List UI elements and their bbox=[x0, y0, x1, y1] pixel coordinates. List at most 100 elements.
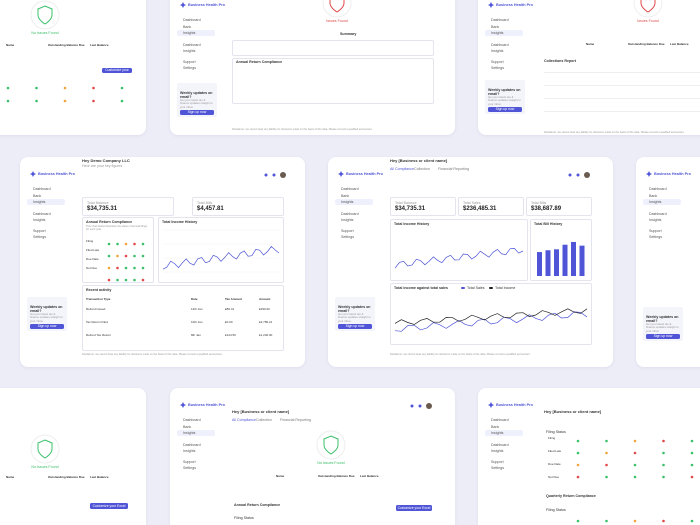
income-chart-panel: Total Income History bbox=[390, 219, 528, 281]
nav-item[interactable]: Bank bbox=[491, 24, 500, 29]
nav-item[interactable]: Dashboard bbox=[341, 211, 359, 216]
table-header: Last Balance bbox=[90, 43, 109, 47]
nav-item[interactable]: Support bbox=[491, 59, 504, 64]
status-dot bbox=[576, 451, 580, 455]
tab[interactable]: All Compliance bbox=[232, 418, 256, 422]
stat-value: $236,485.31 bbox=[463, 206, 497, 212]
nav-item[interactable]: Support bbox=[649, 228, 662, 233]
table-header: Tax Amount bbox=[225, 297, 242, 301]
nav-item[interactable]: Insights bbox=[491, 49, 504, 53]
nav-item[interactable]: Settings bbox=[183, 466, 196, 470]
excel-button[interactable]: Customize your Excel bbox=[396, 505, 432, 511]
table-row bbox=[544, 85, 700, 86]
table-header: Outstanding Balance Due bbox=[48, 43, 85, 47]
logo-star bbox=[488, 2, 494, 8]
shield-ring bbox=[30, 434, 60, 464]
promo-button[interactable]: Sign up now bbox=[30, 324, 64, 329]
table-cell: 8th Jan bbox=[191, 333, 201, 337]
nav-item[interactable]: Dashboard bbox=[33, 211, 51, 216]
logo-star bbox=[488, 402, 494, 408]
promo-button[interactable]: Sign up now bbox=[488, 107, 522, 112]
nav-item[interactable]: Insights bbox=[491, 431, 504, 435]
nav-item[interactable]: Support bbox=[183, 459, 196, 464]
excel-button[interactable]: Customize your Excel bbox=[90, 503, 128, 509]
nav-item[interactable]: Support bbox=[491, 459, 504, 464]
nav-item[interactable]: Insights bbox=[183, 31, 196, 35]
nav-item[interactable]: Dashboard bbox=[649, 187, 667, 191]
table-header: Outstanding Balance Due bbox=[48, 475, 85, 479]
logo-star bbox=[646, 171, 652, 177]
status-text: No Issues Found bbox=[31, 31, 59, 35]
logo-star bbox=[338, 171, 344, 177]
status-dot bbox=[116, 266, 119, 270]
nav-item[interactable]: Support bbox=[341, 228, 354, 233]
tab[interactable]: Collection bbox=[256, 418, 272, 422]
summary-panel bbox=[232, 40, 434, 56]
tab[interactable]: Financial Reporting bbox=[438, 167, 469, 171]
filing-dots bbox=[107, 242, 145, 282]
nav-item[interactable]: Settings bbox=[649, 235, 662, 239]
nav-item[interactable]: Settings bbox=[491, 466, 504, 470]
bill-chart-panel: Total Bill History bbox=[530, 219, 592, 281]
card: Business Health Pro Dashboard Bank Insights… bbox=[20, 157, 305, 367]
nav-item[interactable]: Dashboard bbox=[341, 187, 359, 191]
status-dot bbox=[662, 451, 665, 455]
tab[interactable]: Collection bbox=[414, 167, 430, 171]
nav-item[interactable]: Settings bbox=[491, 66, 504, 70]
nav-item[interactable]: Insights bbox=[183, 431, 196, 435]
nav-item[interactable]: Insights bbox=[183, 49, 196, 53]
shield-ring bbox=[633, 0, 663, 18]
nav-item[interactable]: Insights bbox=[341, 218, 354, 222]
nav-item[interactable]: Dashboard bbox=[491, 18, 509, 22]
nav-item[interactable]: Insights bbox=[649, 218, 662, 222]
nav-item[interactable]: Dashboard bbox=[183, 42, 201, 47]
nav-item[interactable]: Bank bbox=[33, 193, 42, 198]
legend-swatch bbox=[461, 287, 465, 289]
nav-item[interactable]: Insights bbox=[33, 200, 46, 204]
status-dot bbox=[662, 475, 665, 479]
promo-button[interactable]: Sign up now bbox=[180, 110, 214, 115]
table-header: Name bbox=[6, 43, 15, 47]
table-header: Name bbox=[586, 42, 595, 46]
nav-item[interactable]: Settings bbox=[341, 235, 354, 239]
nav-item[interactable]: Insights bbox=[33, 218, 46, 222]
tab[interactable]: Financial Reporting bbox=[280, 418, 311, 422]
nav-item[interactable]: Dashboard bbox=[33, 187, 51, 191]
status-dot bbox=[605, 439, 608, 443]
status-dot bbox=[690, 519, 694, 523]
status-dot bbox=[662, 463, 665, 467]
nav-item[interactable]: Dashboard bbox=[491, 42, 509, 47]
nav-item[interactable]: Settings bbox=[183, 66, 196, 70]
nav-item[interactable]: Insights bbox=[491, 449, 504, 453]
nav-item[interactable]: Insights bbox=[649, 200, 662, 204]
tab[interactable]: All Compliance bbox=[390, 167, 414, 171]
nav-item[interactable]: Bank bbox=[341, 193, 350, 198]
nav-item[interactable]: Dashboard bbox=[183, 418, 201, 422]
nav-item[interactable]: Bank bbox=[183, 24, 192, 29]
promo-title: Weekly updates on email? bbox=[30, 305, 63, 314]
excel-button[interactable]: Customize your Excel bbox=[102, 68, 132, 77]
nav-item[interactable]: Bank bbox=[183, 424, 192, 429]
nav-item[interactable]: Dashboard bbox=[491, 418, 509, 422]
card: No Issues Found Name Outstanding Balance D… bbox=[0, 388, 146, 525]
nav-item[interactable]: Settings bbox=[33, 235, 46, 239]
status-shield bbox=[316, 430, 346, 460]
bar bbox=[545, 250, 551, 276]
nav-item[interactable]: Support bbox=[183, 59, 196, 64]
nav-item[interactable]: Insights bbox=[341, 200, 354, 204]
nav-item[interactable]: Dashboard bbox=[183, 18, 201, 22]
promo-button[interactable]: Sign up now bbox=[338, 324, 372, 329]
nav-item[interactable]: Dashboard bbox=[649, 211, 667, 216]
nav-item[interactable]: Dashboard bbox=[183, 442, 201, 447]
nav-item[interactable]: Bank bbox=[491, 424, 500, 429]
nav-item[interactable]: Insights bbox=[491, 31, 504, 35]
compliance-panel: Annual Return Compliance This chart below… bbox=[82, 217, 154, 283]
nav-item[interactable]: Insights bbox=[183, 449, 196, 453]
nav-item[interactable]: Bank bbox=[649, 193, 658, 198]
status-dot bbox=[633, 475, 637, 479]
nav-item[interactable]: Support bbox=[33, 228, 46, 233]
nav-item[interactable]: Dashboard bbox=[491, 442, 509, 447]
promo-button[interactable]: Sign up now bbox=[646, 334, 680, 339]
shield bbox=[329, 0, 345, 13]
table-header: Outstanding Balance Due bbox=[628, 42, 665, 46]
